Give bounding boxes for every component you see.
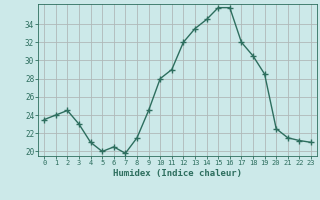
X-axis label: Humidex (Indice chaleur): Humidex (Indice chaleur) — [113, 169, 242, 178]
